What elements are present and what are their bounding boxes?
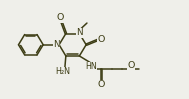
Text: O: O xyxy=(57,13,64,22)
Text: N: N xyxy=(77,28,83,37)
Text: O: O xyxy=(127,61,135,70)
Text: O: O xyxy=(98,35,105,44)
Text: HN: HN xyxy=(85,62,97,71)
Text: N: N xyxy=(53,40,60,49)
Text: O: O xyxy=(98,80,105,89)
Text: H₂N: H₂N xyxy=(55,67,70,76)
